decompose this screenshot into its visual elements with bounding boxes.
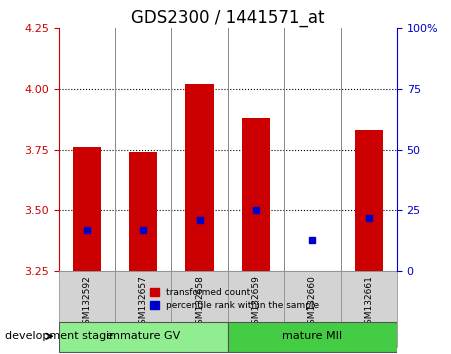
- Bar: [129, 152, 157, 271]
- Text: GSM132658: GSM132658: [195, 275, 204, 330]
- Text: immature GV: immature GV: [106, 331, 180, 341]
- Text: mature MII: mature MII: [282, 331, 342, 341]
- FancyBboxPatch shape: [59, 322, 228, 352]
- FancyBboxPatch shape: [59, 271, 115, 347]
- Legend: transformed count, percentile rank within the sample: transformed count, percentile rank withi…: [146, 284, 323, 314]
- Text: GSM132657: GSM132657: [139, 275, 147, 330]
- Title: GDS2300 / 1441571_at: GDS2300 / 1441571_at: [131, 9, 325, 27]
- FancyBboxPatch shape: [284, 271, 341, 347]
- Bar: [185, 84, 214, 271]
- FancyBboxPatch shape: [228, 322, 397, 352]
- Bar: [242, 118, 270, 271]
- FancyBboxPatch shape: [341, 271, 397, 347]
- Bar: [354, 130, 383, 271]
- Text: GSM132661: GSM132661: [364, 275, 373, 330]
- FancyBboxPatch shape: [228, 271, 284, 347]
- FancyBboxPatch shape: [171, 271, 228, 347]
- Text: GSM132592: GSM132592: [83, 275, 91, 330]
- Text: GSM132660: GSM132660: [308, 275, 317, 330]
- Text: development stage: development stage: [5, 331, 113, 341]
- Text: GSM132659: GSM132659: [252, 275, 260, 330]
- FancyBboxPatch shape: [115, 271, 171, 347]
- Bar: [73, 147, 101, 271]
